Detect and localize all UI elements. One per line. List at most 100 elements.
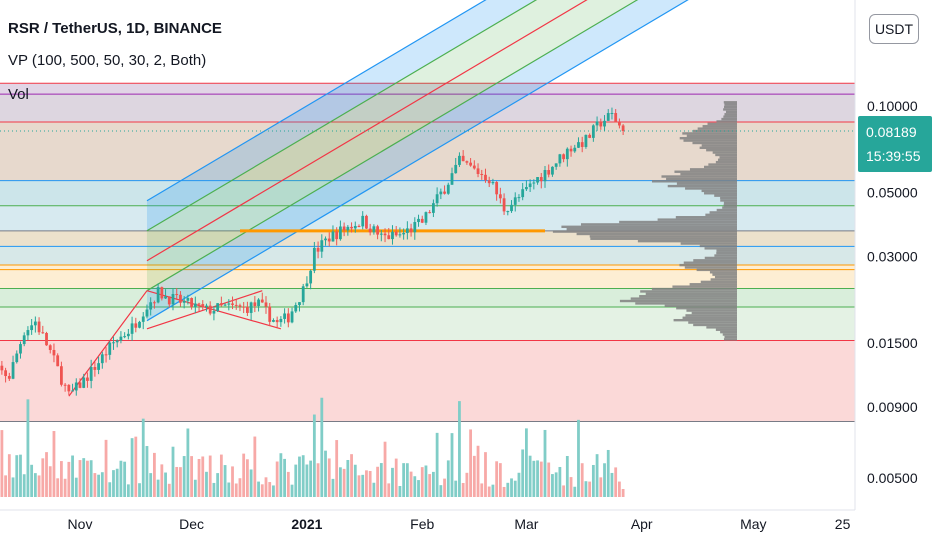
volume-bar <box>409 471 413 497</box>
profile-row <box>685 314 737 317</box>
candle-body <box>569 148 573 152</box>
candle-body <box>126 333 130 337</box>
candle-body <box>573 147 577 152</box>
volume-bar <box>350 454 353 497</box>
candle-body <box>45 332 48 346</box>
time-tick-label: Feb <box>410 516 434 532</box>
volume-bar <box>487 486 491 497</box>
volume-bar <box>231 466 234 497</box>
volume-bar <box>63 478 67 497</box>
candle-body <box>361 215 365 227</box>
volume-bar <box>130 438 134 497</box>
price-tick-label: 0.00500 <box>867 470 918 486</box>
candle-body <box>212 310 216 314</box>
volume-bar <box>469 429 472 497</box>
volume-bar <box>405 463 409 497</box>
level-zone-band <box>0 340 855 422</box>
time-tick-label: Dec <box>179 516 204 532</box>
candle-body <box>156 287 160 303</box>
profile-row <box>712 151 737 154</box>
profile-row <box>722 206 737 209</box>
candle-body <box>350 226 353 229</box>
volume-bar <box>227 482 231 497</box>
volume-bar <box>186 428 190 497</box>
currency-button[interactable]: USDT <box>869 14 919 44</box>
volume-bar <box>394 458 398 497</box>
volume-bar <box>301 455 305 497</box>
candle-body <box>532 182 536 184</box>
candle-body <box>246 306 249 313</box>
volume-bar <box>19 454 22 497</box>
candle-body <box>37 321 41 333</box>
candle-body <box>331 231 335 242</box>
profile-row <box>682 132 737 135</box>
profile-row <box>566 227 737 231</box>
candle-body <box>138 321 141 328</box>
volume-legend[interactable]: Vol <box>8 86 29 103</box>
candle-body <box>264 302 268 307</box>
volume-bar <box>383 441 387 497</box>
volume-bar <box>212 482 216 497</box>
profile-row <box>701 189 737 193</box>
candle-body <box>190 298 193 308</box>
volume-bar <box>298 456 301 497</box>
profile-row <box>725 110 737 114</box>
volume-bar <box>573 486 577 497</box>
volume-bar <box>108 482 112 497</box>
volume-bar <box>428 474 432 497</box>
volume-bar <box>33 473 37 497</box>
candle-body <box>432 203 435 213</box>
profile-row <box>701 144 737 147</box>
candle-body <box>294 305 298 312</box>
profile-row <box>667 184 737 188</box>
volume-bar <box>141 418 145 497</box>
volume-bars <box>0 397 625 497</box>
symbol-legend[interactable]: RSR / TetherUS, 1D, BINANCE <box>8 20 222 37</box>
volume-bar <box>606 449 610 497</box>
volume-bar <box>283 458 286 497</box>
level-zone-band <box>0 265 855 289</box>
candle-body <box>30 325 34 331</box>
volume-bar <box>115 468 119 497</box>
candle-body <box>193 303 197 308</box>
profile-row <box>637 239 737 243</box>
candle-body <box>454 164 458 174</box>
volume-bar <box>558 466 562 497</box>
price-tick-label: 0.10000 <box>867 98 918 114</box>
volume-bar <box>260 484 264 497</box>
profile-row <box>702 125 737 128</box>
profile-row <box>689 168 737 171</box>
volume-bar <box>286 471 290 497</box>
profile-row <box>673 318 737 322</box>
profile-row <box>720 330 737 334</box>
channel-line <box>146 0 689 322</box>
candle-body <box>614 113 618 123</box>
candle-body <box>409 228 413 233</box>
profile-row <box>724 335 737 339</box>
channel-line <box>146 0 639 292</box>
candle-body <box>201 304 205 307</box>
volume-bar <box>26 399 30 497</box>
volume-profile-legend[interactable]: VP (100, 500, 50, 30, 2, Both) <box>8 52 207 69</box>
volume-bar <box>495 461 499 497</box>
profile-row <box>723 201 737 205</box>
volume-bar <box>618 481 621 497</box>
volume-bar <box>424 465 428 497</box>
candle-body <box>0 365 4 371</box>
price-scale-background <box>855 0 932 550</box>
candle-body <box>219 303 223 306</box>
candle-body <box>599 121 603 127</box>
profile-row <box>716 249 737 252</box>
volume-bar <box>253 436 257 497</box>
volume-bar <box>376 466 379 497</box>
candle-body <box>119 336 123 341</box>
candle-body <box>439 191 443 195</box>
volume-bar <box>249 469 253 497</box>
candle-body <box>164 296 167 299</box>
time-tick-label: Nov <box>68 516 93 532</box>
candle-body <box>253 302 257 307</box>
candle-body <box>391 231 394 240</box>
volume-bar <box>368 470 372 497</box>
candle-body <box>376 226 379 235</box>
